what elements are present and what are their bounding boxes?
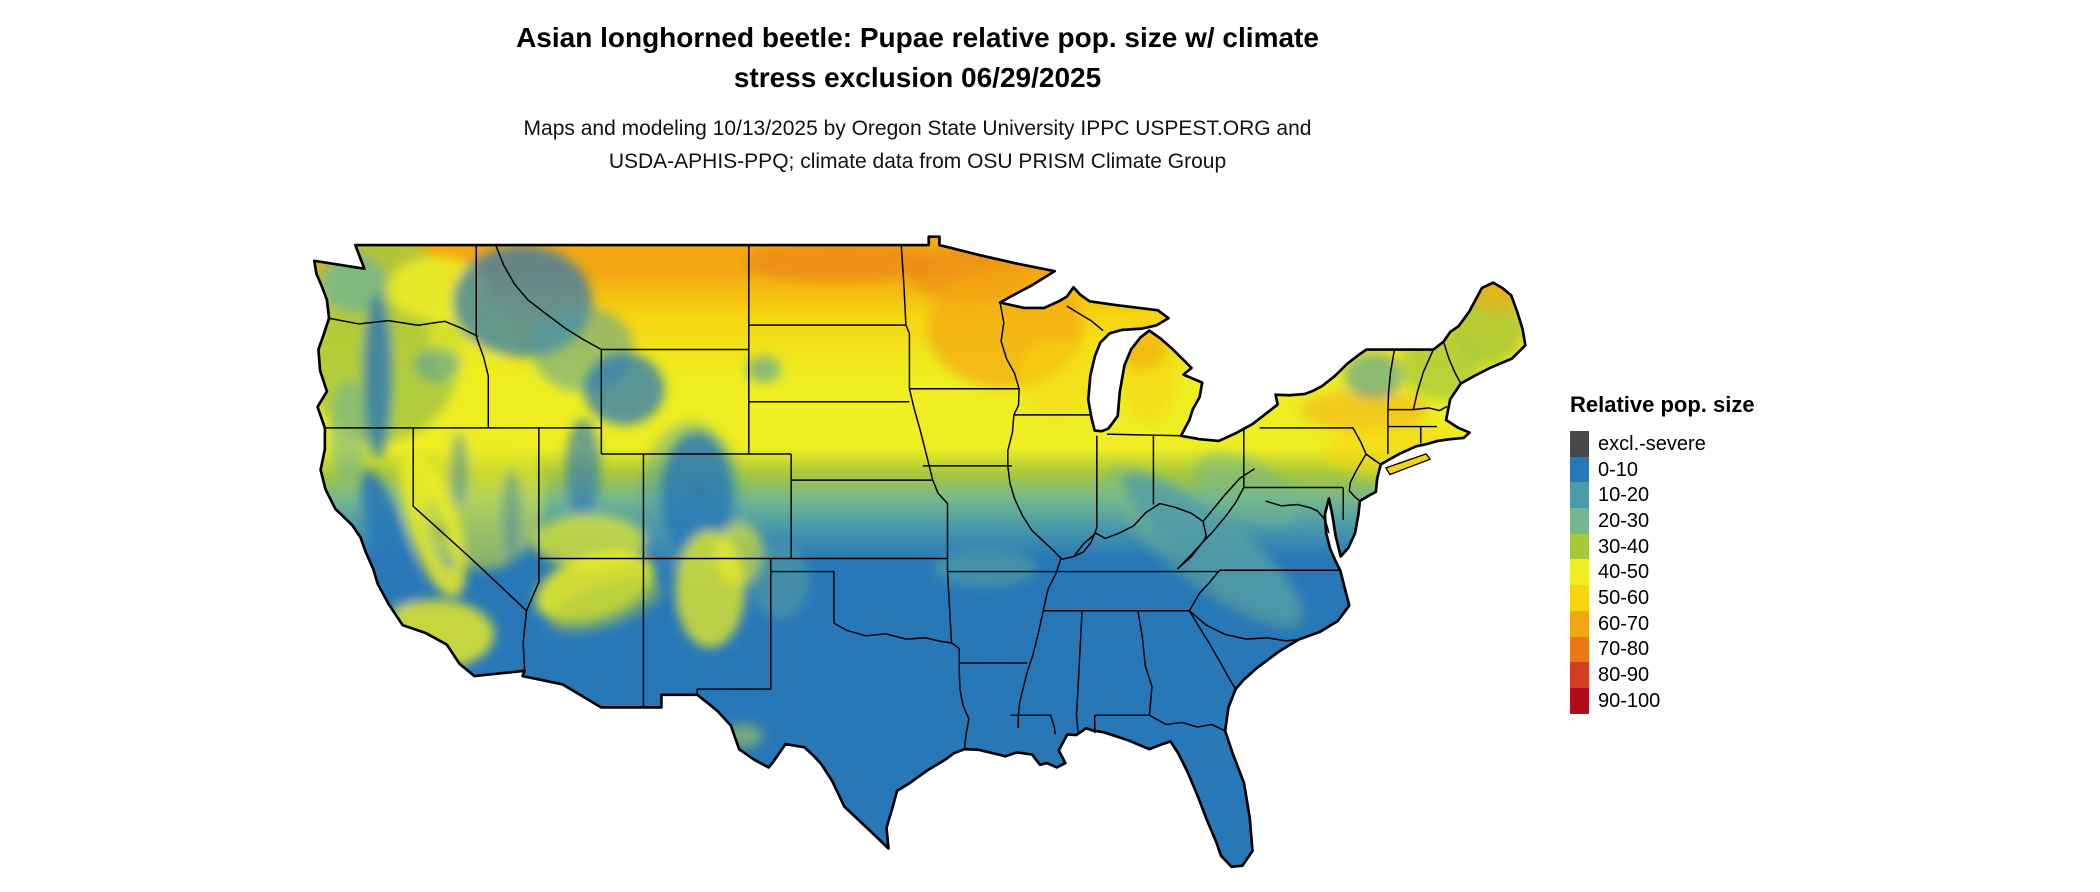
state-borders	[324, 244, 1462, 750]
legend-row: 20-30	[1570, 508, 1850, 534]
subtitle: Maps and modeling 10/13/2025 by Oregon S…	[345, 112, 1490, 178]
legend-row: 30-40	[1570, 533, 1850, 560]
legend-row: 0-10	[1570, 456, 1850, 483]
legend-row: 70-80	[1570, 636, 1850, 663]
legend-item-label: 20-30	[1598, 509, 1650, 532]
header: Asian longhorned beetle: Pupae relative …	[345, 18, 1490, 178]
legend-row: 40-50	[1570, 559, 1850, 586]
page-title-line-1: Asian longhorned beetle: Pupae relative …	[516, 22, 1319, 53]
legend-item-label: 10-20	[1598, 484, 1650, 507]
legend-title: Relative pop. size	[1570, 392, 1755, 417]
legend-color-swatch	[1570, 559, 1589, 586]
legend-item-label: 60-70	[1598, 612, 1650, 635]
legend-color-swatch	[1570, 508, 1589, 534]
long-island	[1384, 453, 1432, 476]
legend-row: excl.-severe	[1570, 431, 1850, 457]
legend-row: 50-60	[1570, 585, 1850, 611]
legend-row: 60-70	[1570, 610, 1850, 637]
legend-row: 10-20	[1570, 482, 1850, 509]
legend-color-swatch	[1570, 533, 1589, 560]
legend-item-label: 70-80	[1598, 638, 1650, 661]
legend-item-label: 80-90	[1598, 664, 1650, 687]
legend-item-label: 30-40	[1598, 535, 1650, 558]
legend-item-label: 50-60	[1598, 586, 1650, 609]
legend-color-swatch	[1570, 456, 1589, 483]
legend-item-label: 90-100	[1598, 689, 1661, 712]
legend-color-swatch	[1570, 431, 1589, 457]
us-choropleth-map	[308, 232, 1528, 885]
legend-items: excl.-severe 0-10 10-20 20-30 30-40	[1570, 431, 1850, 714]
legend: Relative pop. size excl.-severe 0-10 10-…	[1570, 392, 1850, 714]
legend-color-swatch	[1570, 687, 1589, 714]
subtitle-line-2: USDA-APHIS-PPQ; climate data from OSU PR…	[608, 150, 1227, 173]
legend-color-swatch	[1570, 585, 1589, 611]
legend-color-swatch	[1570, 482, 1589, 509]
legend-color-swatch	[1570, 610, 1589, 637]
subtitle-line-1: Maps and modeling 10/13/2025 by Oregon S…	[523, 117, 1312, 140]
legend-row: 90-100	[1570, 687, 1850, 714]
legend-item-label: 0-10	[1598, 458, 1639, 481]
legend-color-swatch	[1570, 636, 1589, 663]
legend-item-label: 40-50	[1598, 561, 1650, 584]
page-title-line-2: stress exclusion 06/29/2025	[733, 62, 1102, 93]
legend-item-label: excl.-severe	[1598, 432, 1706, 455]
legend-color-swatch	[1570, 662, 1589, 688]
us-outline	[312, 235, 1527, 869]
us-map-svg	[312, 235, 1527, 869]
terrain-mottling	[314, 236, 1523, 748]
legend-row: 80-90	[1570, 662, 1850, 688]
